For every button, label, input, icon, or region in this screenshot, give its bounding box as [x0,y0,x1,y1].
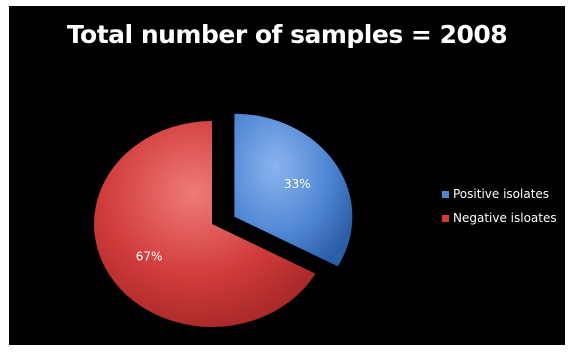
legend: Positive isolates Negative isloates [442,182,557,230]
pie-label-negative: 67% [136,250,163,264]
legend-swatch-negative [442,214,449,222]
chart-frame: Total number of samples = 2008 33% 67% Po… [9,6,565,345]
legend-item-negative: Negative isloates [442,206,557,230]
legend-swatch-positive [442,190,449,198]
legend-item-positive: Positive isolates [442,182,557,206]
legend-label-positive: Positive isolates [453,187,550,201]
chart-title: Total number of samples = 2008 [66,20,508,49]
legend-label-negative: Negative isloates [453,211,557,225]
pie-chart: 33% 67% [94,113,353,327]
pie-slice-positive [234,113,353,267]
pie-slice-negative [94,121,316,327]
pie-label-positive: 33% [284,177,311,191]
